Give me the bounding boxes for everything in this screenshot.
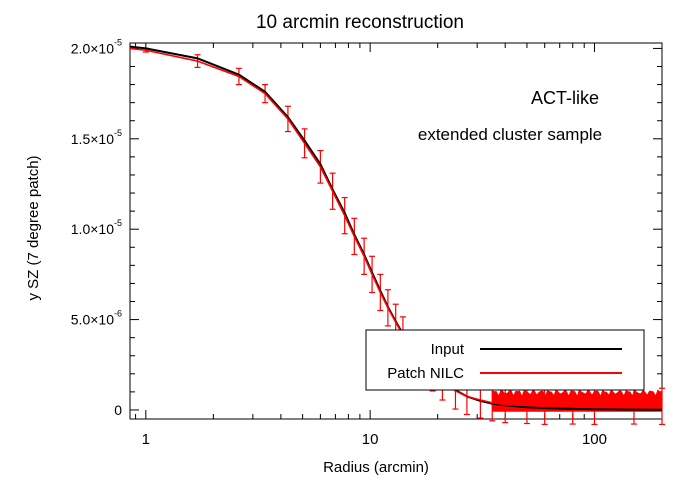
annotation-sample: extended cluster sample	[418, 125, 602, 144]
legend-box	[365, 329, 645, 391]
annotation-act-like: ACT-like	[531, 88, 599, 108]
x-tick-label: 100	[582, 431, 607, 448]
y-tick-label: 5.0×10-6	[71, 309, 122, 328]
y-tick-exponent: -5	[114, 128, 122, 138]
y-tick-mantissa: 0	[114, 402, 122, 418]
y-tick-exponent: -6	[114, 309, 122, 319]
x-axis-label: Radius (arcmin)	[323, 459, 429, 476]
y-tick-mantissa: 1.0×10	[71, 221, 114, 237]
series-line-patch-nilc	[129, 47, 663, 408]
y-tick-exponent: -5	[114, 37, 122, 47]
y-tick-label: 2.0×10-5	[71, 37, 122, 56]
legend-label-input: Input	[431, 341, 465, 358]
y-tick-mantissa: 5.0×10	[71, 312, 114, 328]
y-tick-label: 1.0×10-5	[71, 218, 122, 237]
legend: Input Patch NILC	[365, 329, 645, 391]
x-tick-label: 1	[142, 431, 150, 448]
y-tick-exponent: -5	[114, 218, 122, 228]
y-tick-mantissa: 1.5×10	[71, 131, 114, 147]
plot-frame	[129, 42, 663, 420]
chart-title: 10 arcmin reconstruction	[256, 12, 464, 33]
y-tick-mantissa: 2.0×10	[71, 40, 114, 56]
legend-label-patch-nilc: Patch NILC	[387, 365, 464, 382]
y-tick-label: 1.5×10-5	[71, 128, 122, 147]
y-tick-label: 0	[114, 402, 122, 418]
y-axis-label: y SZ (7 degree patch)	[25, 155, 42, 300]
x-tick-label: 10	[362, 431, 379, 448]
